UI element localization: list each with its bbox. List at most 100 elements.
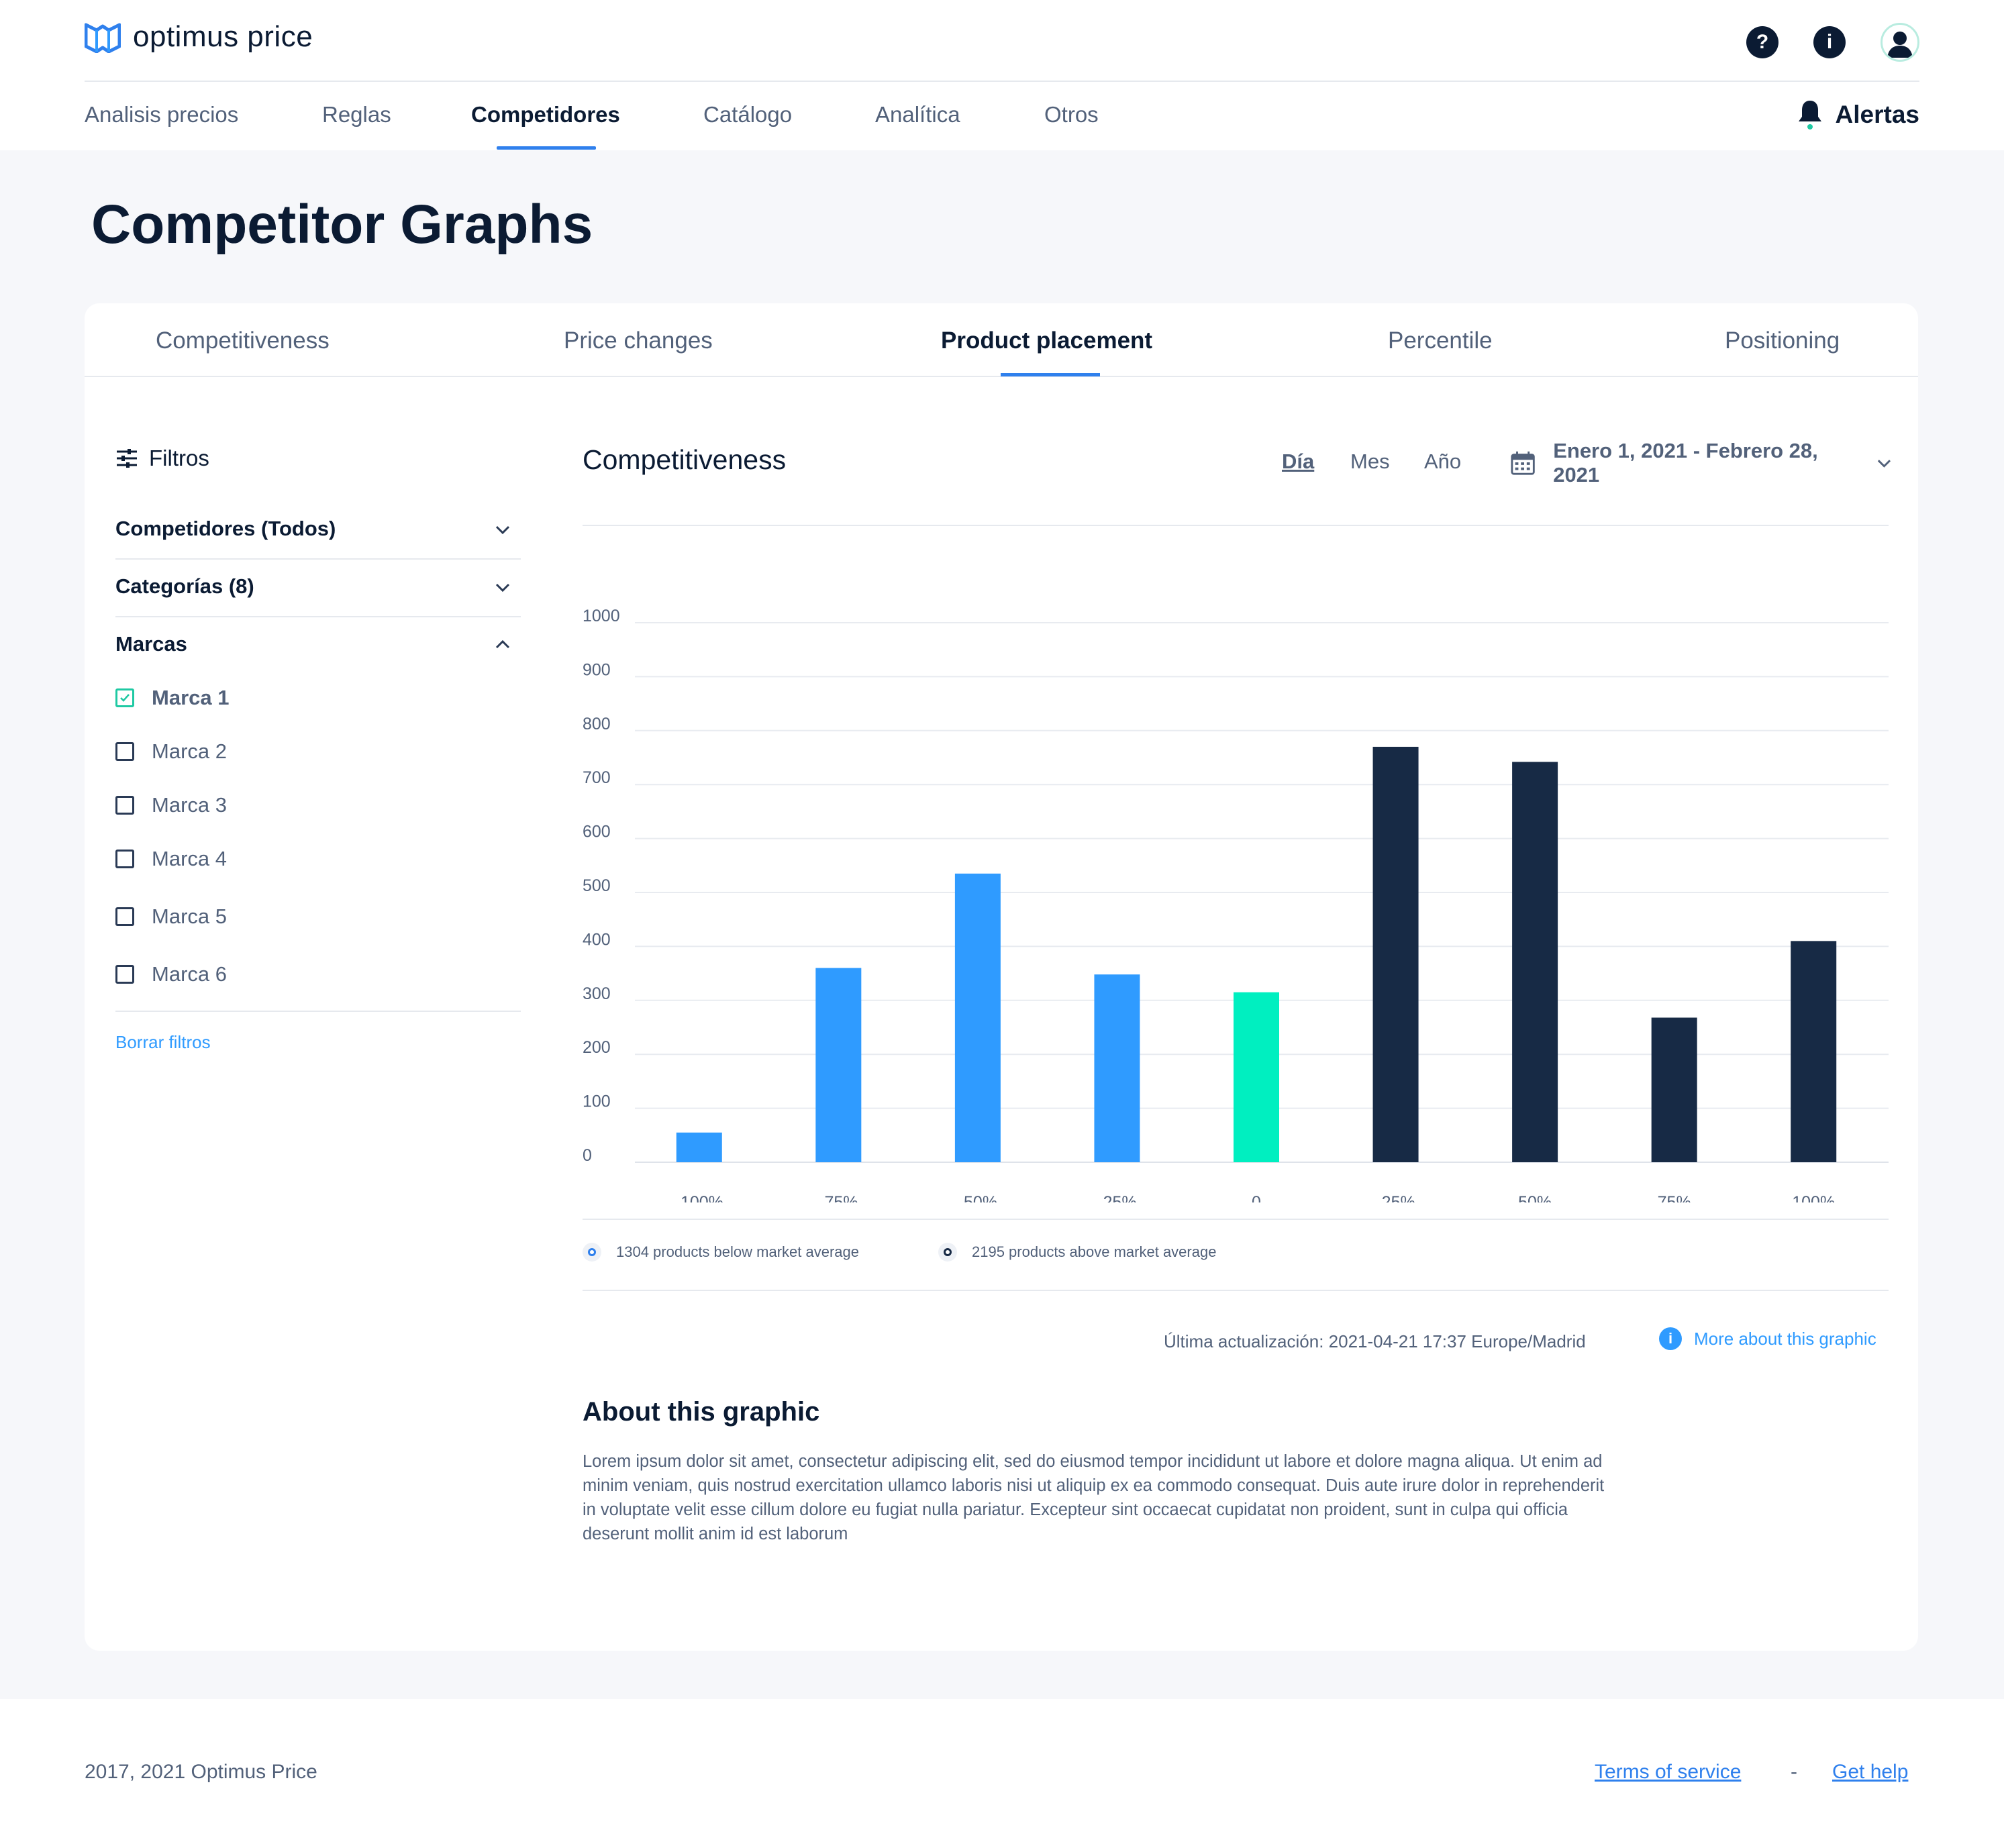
x-tick-label: 100% bbox=[1792, 1193, 1835, 1202]
brand-checkbox-3[interactable]: Marca 3 bbox=[115, 793, 227, 817]
clear-filters-link[interactable]: Borrar filtros bbox=[115, 1032, 211, 1052]
more-about-label: More about this graphic bbox=[1694, 1328, 1876, 1349]
tab-competitiveness[interactable]: Competitiveness bbox=[156, 327, 330, 354]
y-tick-label: 700 bbox=[583, 768, 611, 787]
x-tick-label: -75% bbox=[819, 1193, 858, 1202]
nav-reglas[interactable]: Reglas bbox=[322, 102, 391, 127]
about-text: Lorem ipsum dolor sit amet, consectetur … bbox=[583, 1452, 1605, 1543]
filters-header: Filtros bbox=[115, 446, 209, 471]
period-month[interactable]: Mes bbox=[1350, 450, 1390, 473]
y-tick-label: 900 bbox=[583, 660, 611, 679]
sliders-icon bbox=[117, 449, 137, 468]
y-tick-label: 500 bbox=[583, 876, 611, 895]
brand-label: Marca 3 bbox=[152, 793, 227, 817]
legend-item-above: 2195 products above market average bbox=[938, 1243, 1216, 1262]
nav-otros[interactable]: Otros bbox=[1044, 102, 1099, 127]
tab-product-placement[interactable]: Product placement bbox=[941, 327, 1153, 354]
graph-card: Competitiveness Price changes Product pl… bbox=[85, 303, 1918, 1651]
chevron-down-icon bbox=[495, 583, 510, 593]
brand-checkbox-2[interactable]: Marca 2 bbox=[115, 739, 227, 764]
filter-competidores[interactable]: Competidores (Todos) bbox=[115, 502, 521, 560]
help-icon[interactable]: ? bbox=[1746, 26, 1778, 58]
nav-catalogo[interactable]: Catálogo bbox=[703, 102, 793, 127]
date-range-picker[interactable]: Enero 1, 2021 - Febrero 28, 2021 bbox=[1510, 439, 1893, 486]
brand-checkbox-4[interactable]: Marca 4 bbox=[115, 847, 227, 871]
top-header: optimus price ? i bbox=[0, 0, 2004, 82]
brand-logo[interactable]: optimus price bbox=[85, 20, 313, 54]
user-icon bbox=[1887, 32, 1913, 58]
nav-active-indicator bbox=[497, 146, 596, 150]
tab-price-changes[interactable]: Price changes bbox=[564, 327, 713, 354]
filters-divider bbox=[115, 1011, 521, 1012]
legend-marker-below bbox=[583, 1243, 601, 1262]
legend-label-below: 1304 products below market average bbox=[616, 1243, 859, 1260]
brand-checkbox-6[interactable]: Marca 6 bbox=[115, 962, 227, 986]
user-avatar-icon[interactable] bbox=[1881, 23, 1919, 62]
brand-label: Marca 1 bbox=[152, 686, 230, 709]
footer-separator: - bbox=[1791, 1761, 1797, 1783]
bar-chart: 0 100 200 300 400 500 600 700 800 900 1000 -100% -75… bbox=[583, 607, 1889, 1202]
copyright-text: 2017, 2021 Optimus Price bbox=[85, 1761, 317, 1783]
legend-marker-above bbox=[938, 1243, 957, 1262]
tab-active-indicator bbox=[1001, 373, 1100, 376]
legend-divider bbox=[583, 1290, 1889, 1291]
bar bbox=[954, 873, 1001, 1162]
filter-marcas[interactable]: Marcas bbox=[115, 617, 521, 675]
more-about-graphic-link[interactable]: i More about this graphic bbox=[1659, 1327, 1876, 1350]
nav-analisis-precios[interactable]: Analisis precios bbox=[85, 102, 239, 127]
bell-icon bbox=[1798, 101, 1821, 130]
x-tick-label: 50% bbox=[1518, 1193, 1552, 1202]
tab-percentile[interactable]: Percentile bbox=[1388, 327, 1493, 354]
alerts-label: Alertas bbox=[1835, 101, 1919, 128]
calendar-icon bbox=[1511, 451, 1535, 475]
bar bbox=[1651, 1017, 1697, 1162]
get-help-link[interactable]: Get help bbox=[1832, 1761, 1909, 1783]
bar bbox=[1372, 746, 1419, 1162]
chevron-up-icon bbox=[495, 639, 510, 649]
checkbox-checked[interactable] bbox=[115, 688, 134, 707]
filters-title: Filtros bbox=[149, 446, 209, 470]
brand-label: Marca 4 bbox=[152, 847, 227, 870]
filter-categorias-label: Categorías (8) bbox=[115, 574, 254, 598]
x-tick-label: 0 bbox=[1252, 1193, 1261, 1202]
x-tick-label: -100% bbox=[675, 1193, 723, 1202]
alerts-button[interactable]: Alertas bbox=[1797, 99, 1919, 130]
bar bbox=[815, 968, 862, 1162]
y-tick-label: 1000 bbox=[583, 607, 620, 625]
checkbox[interactable] bbox=[115, 850, 134, 868]
checkbox[interactable] bbox=[115, 796, 134, 815]
checkbox[interactable] bbox=[115, 742, 134, 761]
y-tick-label: 800 bbox=[583, 715, 611, 733]
filter-categorias[interactable]: Categorías (8) bbox=[115, 560, 521, 617]
y-tick-label: 0 bbox=[583, 1146, 592, 1165]
last-updated-text: Última actualización: 2021-04-21 17:37 E… bbox=[1164, 1331, 1586, 1351]
period-day[interactable]: Día bbox=[1282, 450, 1315, 473]
checkbox[interactable] bbox=[115, 907, 134, 926]
x-tick-label: -50% bbox=[958, 1193, 997, 1202]
info-icon[interactable]: i bbox=[1813, 26, 1846, 58]
legend-label-above: 2195 products above market average bbox=[972, 1243, 1217, 1260]
main-nav: Analisis precios Reglas Competidores Cat… bbox=[0, 82, 2004, 150]
logo-icon bbox=[85, 23, 121, 53]
bar bbox=[1234, 992, 1279, 1162]
y-tick-label: 300 bbox=[583, 984, 611, 1003]
brand-label: Marca 5 bbox=[152, 905, 227, 928]
bar bbox=[1791, 941, 1837, 1162]
y-tick-label: 600 bbox=[583, 823, 611, 841]
nav-competidores[interactable]: Competidores bbox=[471, 102, 620, 127]
bar bbox=[1512, 762, 1558, 1162]
checkbox[interactable] bbox=[115, 965, 134, 984]
page-title: Competitor Graphs bbox=[91, 194, 593, 255]
terms-of-service-link[interactable]: Terms of service bbox=[1595, 1761, 1742, 1783]
tab-positioning[interactable]: Positioning bbox=[1725, 327, 1840, 354]
filter-marcas-label: Marcas bbox=[115, 632, 187, 656]
brand-checkbox-1[interactable]: Marca 1 bbox=[115, 686, 229, 710]
period-year[interactable]: Año bbox=[1424, 450, 1462, 473]
y-tick-label: 200 bbox=[583, 1038, 611, 1057]
check-icon bbox=[120, 694, 130, 702]
brand-label: Marca 6 bbox=[152, 962, 227, 986]
brand-checkbox-5[interactable]: Marca 5 bbox=[115, 905, 227, 929]
chevron-down-icon bbox=[495, 525, 510, 535]
nav-analitica[interactable]: Analítica bbox=[875, 102, 960, 127]
chart-divider bbox=[583, 525, 1889, 526]
